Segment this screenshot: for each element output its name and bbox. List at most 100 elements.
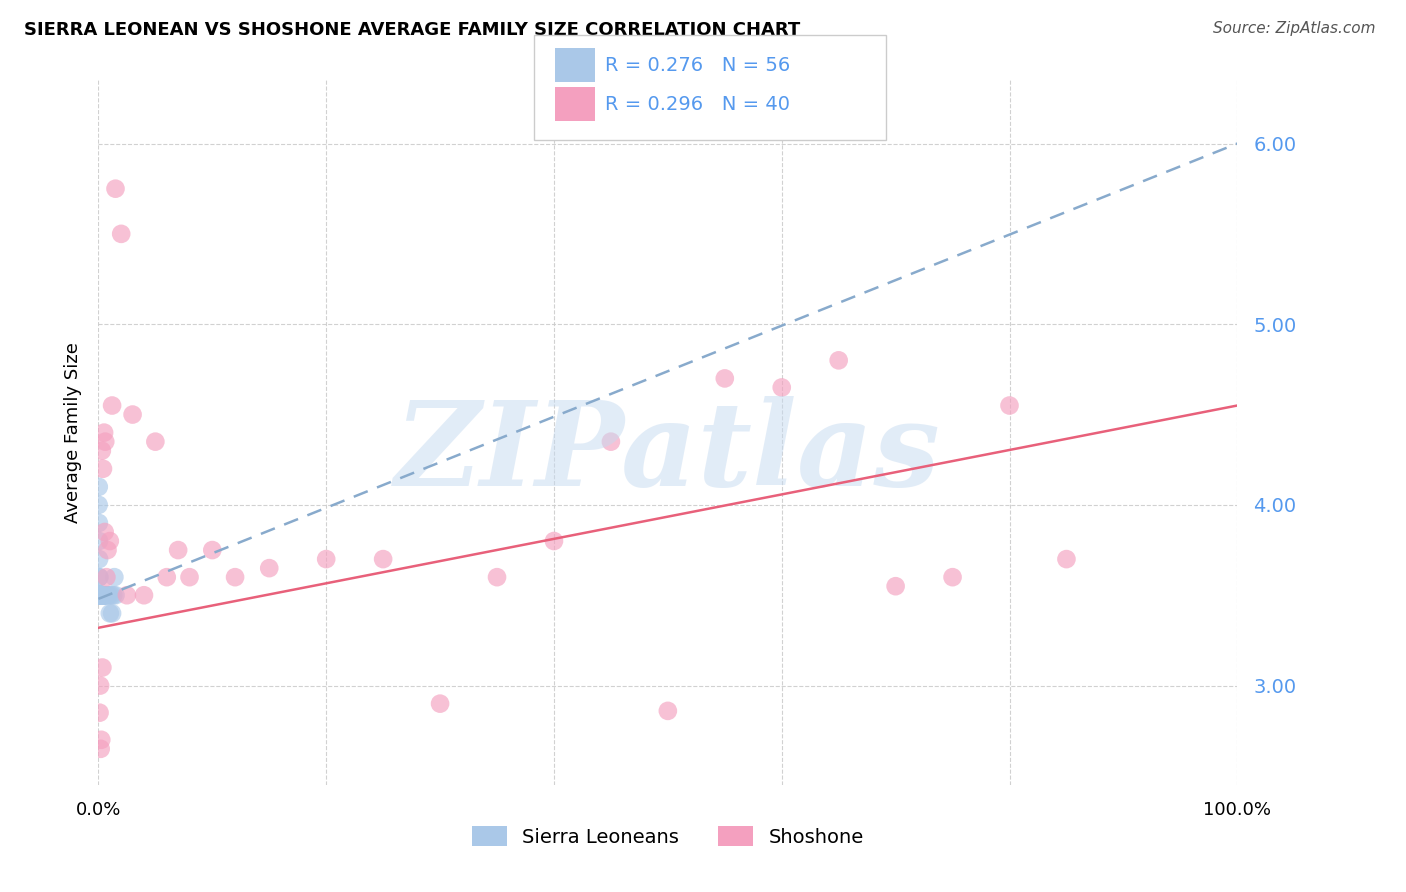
Point bbox=[96, 588, 118, 602]
Point bbox=[714, 371, 737, 385]
Point bbox=[89, 588, 111, 602]
Point bbox=[97, 588, 120, 602]
Point bbox=[89, 588, 111, 602]
Point bbox=[110, 227, 132, 241]
Point bbox=[89, 588, 111, 602]
Point bbox=[90, 588, 112, 602]
Point bbox=[87, 588, 110, 602]
Point bbox=[315, 552, 337, 566]
Point bbox=[121, 408, 143, 422]
Point bbox=[89, 588, 111, 602]
Point bbox=[91, 462, 114, 476]
Point bbox=[91, 588, 114, 602]
Point bbox=[884, 579, 907, 593]
Point bbox=[94, 588, 117, 602]
Point bbox=[91, 588, 114, 602]
Point bbox=[89, 588, 111, 602]
Point bbox=[90, 588, 112, 602]
Point bbox=[600, 434, 623, 449]
Point bbox=[103, 588, 125, 602]
Point bbox=[93, 588, 115, 602]
Point bbox=[87, 588, 110, 602]
Point bbox=[89, 588, 111, 602]
Point bbox=[371, 552, 394, 566]
Point bbox=[89, 588, 111, 602]
Point bbox=[90, 741, 112, 756]
Point bbox=[87, 588, 110, 602]
Point bbox=[90, 588, 112, 602]
Point bbox=[486, 570, 509, 584]
Legend: Sierra Leoneans, Shoshone: Sierra Leoneans, Shoshone bbox=[463, 816, 873, 856]
Text: R = 0.296   N = 40: R = 0.296 N = 40 bbox=[605, 95, 790, 114]
Point bbox=[98, 534, 121, 549]
Point bbox=[90, 588, 112, 602]
Point bbox=[89, 588, 111, 602]
Y-axis label: Average Family Size: Average Family Size bbox=[63, 343, 82, 523]
Point bbox=[87, 588, 110, 602]
Point bbox=[89, 570, 111, 584]
Point bbox=[224, 570, 246, 584]
Point bbox=[87, 588, 110, 602]
Point bbox=[87, 516, 110, 530]
Point bbox=[201, 543, 224, 558]
Point bbox=[1056, 552, 1078, 566]
Point bbox=[115, 588, 138, 602]
Point bbox=[90, 732, 112, 747]
Point bbox=[94, 588, 117, 602]
Point bbox=[96, 543, 118, 558]
Point bbox=[543, 534, 565, 549]
Point bbox=[259, 561, 281, 575]
Point bbox=[89, 570, 111, 584]
Point bbox=[90, 443, 112, 458]
Point bbox=[89, 706, 111, 720]
Point bbox=[89, 588, 111, 602]
Point bbox=[87, 534, 110, 549]
Point bbox=[93, 425, 115, 440]
Point bbox=[942, 570, 965, 584]
Point bbox=[657, 704, 679, 718]
Point bbox=[104, 588, 127, 602]
Point bbox=[87, 588, 110, 602]
Point bbox=[101, 607, 124, 621]
Point bbox=[91, 660, 114, 674]
Point bbox=[87, 552, 110, 566]
Point bbox=[100, 588, 122, 602]
Point bbox=[87, 498, 110, 512]
Point bbox=[90, 588, 112, 602]
Point bbox=[96, 588, 118, 602]
Point bbox=[93, 524, 115, 539]
Text: ZIPatlas: ZIPatlas bbox=[395, 396, 941, 511]
Point bbox=[96, 570, 118, 584]
Point bbox=[90, 588, 112, 602]
Point bbox=[167, 543, 190, 558]
Point bbox=[101, 399, 124, 413]
Point bbox=[89, 588, 111, 602]
Point bbox=[90, 588, 112, 602]
Point bbox=[91, 588, 114, 602]
Point bbox=[87, 588, 110, 602]
Text: R = 0.276   N = 56: R = 0.276 N = 56 bbox=[605, 55, 790, 75]
Point bbox=[87, 588, 110, 602]
Point bbox=[132, 588, 155, 602]
Point bbox=[87, 480, 110, 494]
Point bbox=[998, 399, 1021, 413]
Point bbox=[179, 570, 201, 584]
Point bbox=[770, 380, 793, 394]
Point bbox=[828, 353, 851, 368]
Point bbox=[156, 570, 179, 584]
Point bbox=[89, 588, 111, 602]
Text: Source: ZipAtlas.com: Source: ZipAtlas.com bbox=[1212, 21, 1375, 36]
Point bbox=[90, 588, 112, 602]
Point bbox=[91, 588, 114, 602]
Text: SIERRA LEONEAN VS SHOSHONE AVERAGE FAMILY SIZE CORRELATION CHART: SIERRA LEONEAN VS SHOSHONE AVERAGE FAMIL… bbox=[24, 21, 800, 38]
Point bbox=[93, 588, 115, 602]
Point bbox=[104, 182, 127, 196]
Point bbox=[93, 588, 115, 602]
Point bbox=[429, 697, 451, 711]
Point bbox=[89, 588, 111, 602]
Point bbox=[98, 607, 121, 621]
Point bbox=[87, 588, 110, 602]
Point bbox=[89, 679, 111, 693]
Point bbox=[94, 434, 117, 449]
Point bbox=[145, 434, 167, 449]
